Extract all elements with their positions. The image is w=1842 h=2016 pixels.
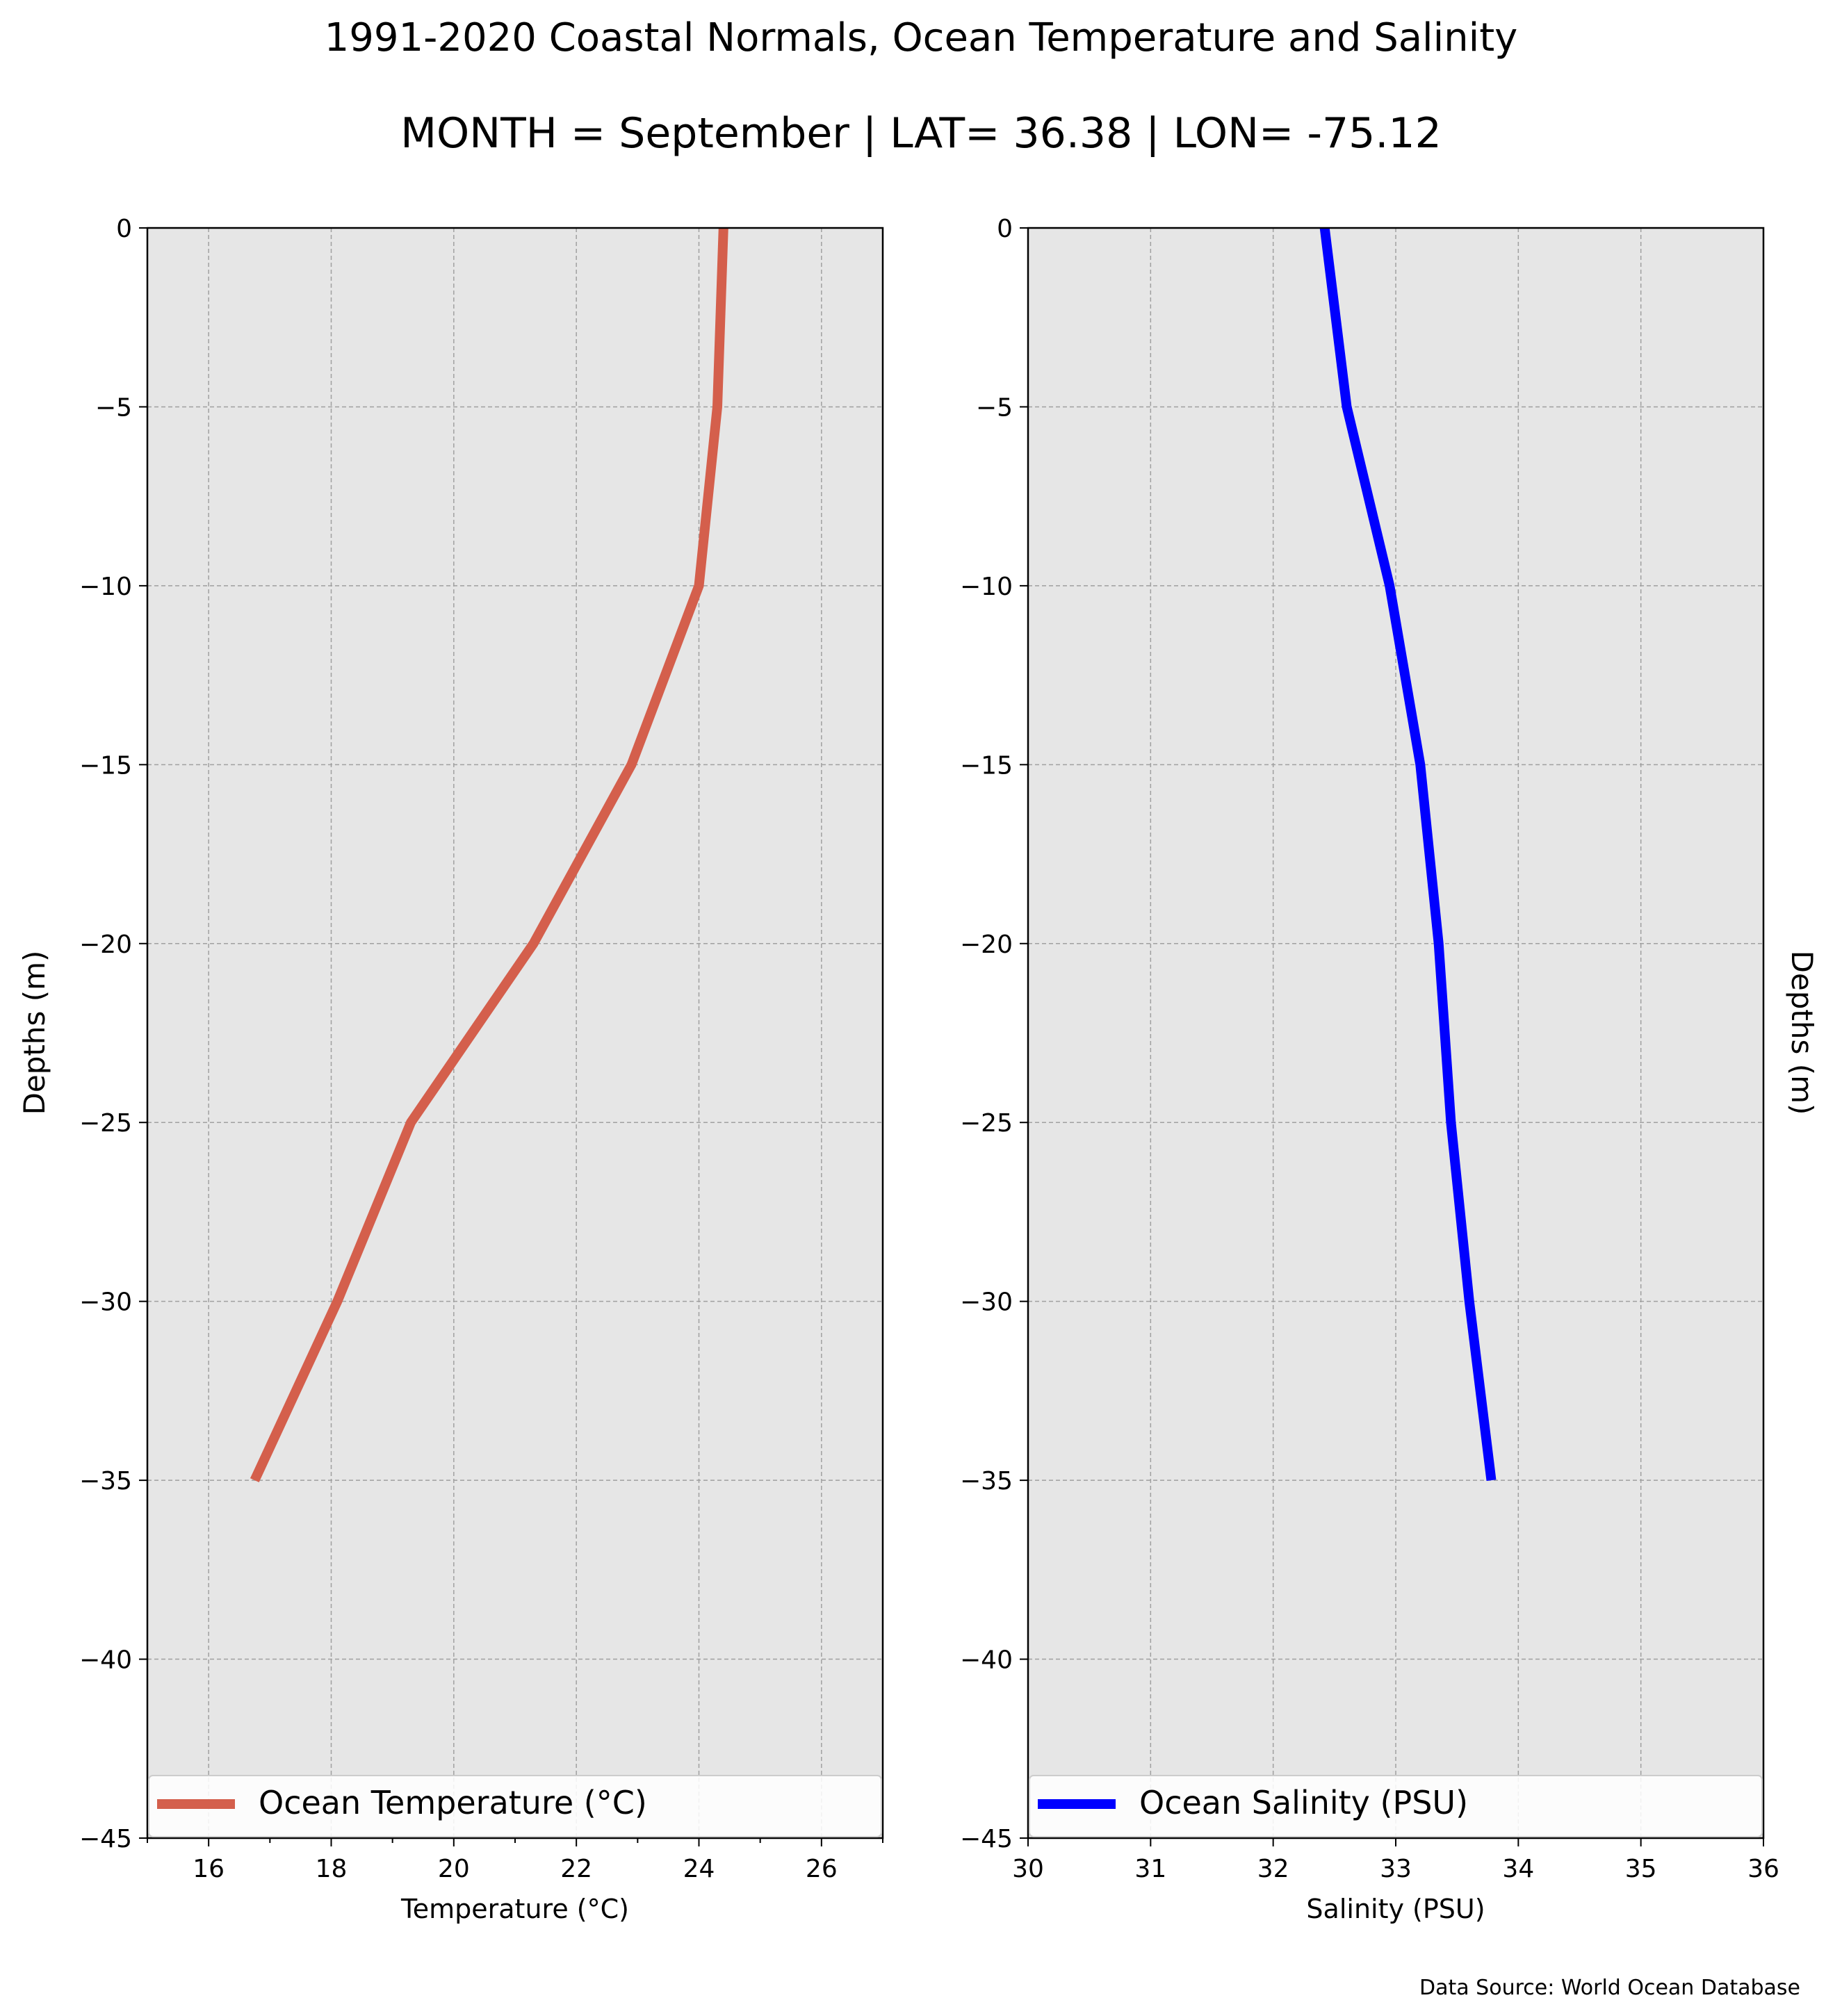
temperature-x-tick-label: 20 bbox=[438, 1855, 470, 1883]
temperature-y-axis-label: Depths (m) bbox=[17, 951, 51, 1115]
temperature-y-tick-label: −40 bbox=[79, 1646, 132, 1675]
temperature-y-tick-label: −35 bbox=[79, 1467, 132, 1495]
temperature-y-tick-label: −45 bbox=[79, 1825, 132, 1853]
salinity-x-tick-label: 32 bbox=[1257, 1855, 1289, 1883]
salinity-plot-area bbox=[1028, 228, 1763, 1838]
salinity-x-tick-label: 31 bbox=[1134, 1855, 1166, 1883]
salinity-legend-label: Ocean Salinity (PSU) bbox=[1139, 1784, 1468, 1821]
salinity-y-tick-label: −5 bbox=[976, 393, 1013, 422]
temperature-panel: 16 18 20 22 24 26 0 −5 −10 −15 −20 −25 −30 −35 −40 −45… bbox=[17, 215, 884, 1924]
temperature-y-tick-label: −15 bbox=[79, 751, 132, 780]
temperature-legend-label: Ocean Temperature (°C) bbox=[259, 1784, 647, 1821]
salinity-y-axis-label: Depths (m) bbox=[1785, 951, 1819, 1115]
salinity-y-tick-label: −30 bbox=[960, 1288, 1013, 1317]
salinity-x-tick-label: 33 bbox=[1380, 1855, 1412, 1883]
temperature-y-ticks: 0 −5 −10 −15 −20 −25 −30 −35 −40 −45 bbox=[79, 215, 147, 1853]
salinity-y-tick-label: −35 bbox=[960, 1467, 1013, 1495]
salinity-y-ticks: 0 −5 −10 −15 −20 −25 −30 −35 −40 −45 bbox=[960, 215, 1028, 1853]
salinity-panel: 30 31 32 33 34 35 36 0 −5 −10 −15 −20 −25 −30 −35 −40 −… bbox=[960, 215, 1819, 1924]
salinity-grid bbox=[1028, 228, 1763, 1838]
salinity-y-tick-label: −25 bbox=[960, 1109, 1013, 1138]
temperature-grid bbox=[147, 228, 883, 1838]
temperature-x-ticks: 16 18 20 22 24 26 bbox=[147, 1838, 883, 1883]
salinity-legend: Ocean Salinity (PSU) bbox=[1029, 1775, 1763, 1837]
temperature-x-tick-label: 18 bbox=[316, 1855, 348, 1883]
temperature-y-tick-label: −30 bbox=[79, 1288, 132, 1317]
salinity-y-tick-label: −20 bbox=[960, 931, 1013, 959]
temperature-y-tick-label: −5 bbox=[95, 393, 132, 422]
salinity-y-tick-label: −40 bbox=[960, 1646, 1013, 1675]
salinity-x-tick-label: 36 bbox=[1747, 1855, 1779, 1883]
salinity-x-tick-label: 34 bbox=[1502, 1855, 1534, 1883]
temperature-series-line bbox=[250, 227, 728, 1483]
salinity-y-tick-label: −10 bbox=[960, 573, 1013, 601]
salinity-legend-box bbox=[1029, 1775, 1763, 1837]
salinity-y-tick-label: −45 bbox=[960, 1825, 1013, 1853]
temperature-y-tick-label: −10 bbox=[79, 573, 132, 601]
salinity-x-tick-label: 30 bbox=[1012, 1855, 1044, 1883]
temperature-y-tick-label: −20 bbox=[79, 931, 132, 959]
temperature-x-tick-label: 22 bbox=[560, 1855, 592, 1883]
temperature-y-tick-label: 0 bbox=[116, 215, 132, 243]
temperature-legend: Ocean Temperature (°C) bbox=[148, 1775, 882, 1837]
salinity-series-line bbox=[1319, 227, 1497, 1481]
temperature-plot-area bbox=[147, 228, 883, 1838]
salinity-y-tick-label: −15 bbox=[960, 751, 1013, 780]
salinity-y-tick-label: 0 bbox=[997, 215, 1013, 243]
temperature-series bbox=[250, 227, 728, 1483]
data-source-note: Data Source: World Ocean Database bbox=[1419, 1976, 1800, 2000]
salinity-x-ticks: 30 31 32 33 34 35 36 bbox=[1012, 1838, 1779, 1883]
salinity-series bbox=[1319, 227, 1497, 1481]
salinity-x-axis-label: Salinity (PSU) bbox=[1306, 1894, 1485, 1924]
temperature-x-tick-label: 24 bbox=[683, 1855, 715, 1883]
temperature-x-tick-label: 26 bbox=[806, 1855, 838, 1883]
figure-subtitle: MONTH = September | LAT= 36.38 | LON= -7… bbox=[400, 109, 1442, 158]
temperature-legend-box bbox=[148, 1775, 882, 1837]
temperature-x-axis-label: Temperature (°C) bbox=[400, 1894, 629, 1924]
temperature-x-tick-label: 16 bbox=[193, 1855, 225, 1883]
salinity-x-tick-label: 35 bbox=[1625, 1855, 1657, 1883]
figure-title: 1991-2020 Coastal Normals, Ocean Tempera… bbox=[325, 15, 1518, 60]
temperature-y-tick-label: −25 bbox=[79, 1109, 132, 1138]
